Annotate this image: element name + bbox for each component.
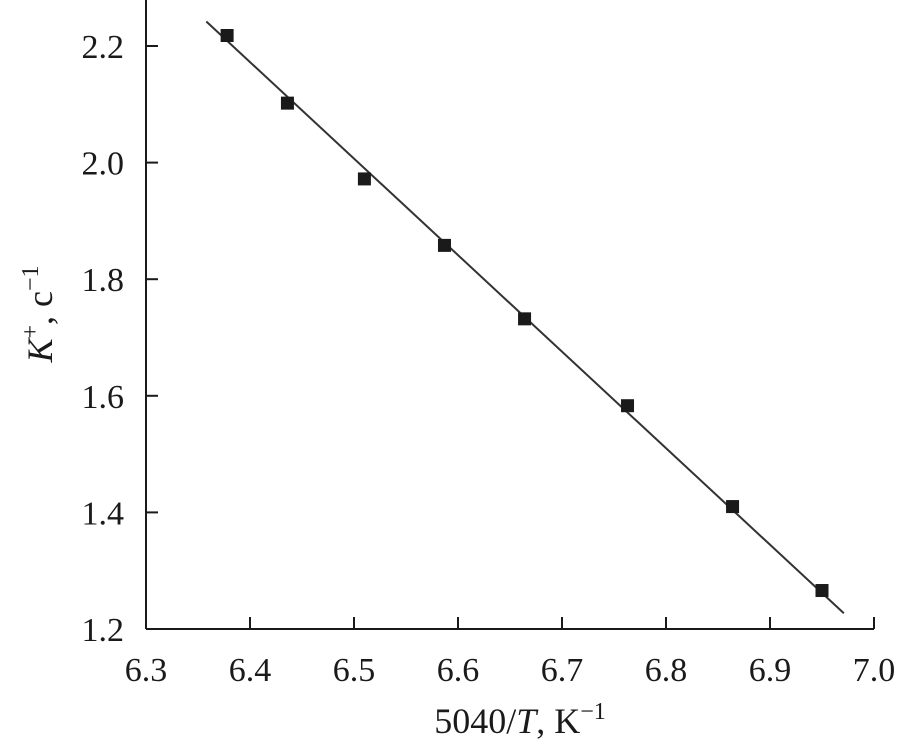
x-axis: 6.3 6.4 6.5 6.6 6.7 6.8 6.9 7.0 <box>125 617 896 689</box>
x-tick-label: 7.0 <box>853 652 896 689</box>
data-point <box>437 238 451 252</box>
x-tick-label: 6.7 <box>541 652 584 689</box>
x-tick-label: 6.4 <box>229 652 272 689</box>
y-tick-label: 1.6 <box>82 379 125 416</box>
y-tick-label: 1.8 <box>82 262 125 299</box>
x-tick-label: 6.5 <box>333 652 376 689</box>
x-tick-label: 6.8 <box>645 652 688 689</box>
y-axis: 1.2 1.4 1.6 1.8 2.0 2.2 <box>82 0 158 649</box>
data-points <box>220 29 829 598</box>
x-ticks: 6.3 6.4 6.5 6.6 6.7 6.8 6.9 7.0 <box>125 617 896 689</box>
data-point <box>726 500 740 514</box>
y-axis-title: K+, c−1 <box>18 265 60 363</box>
y-tick-label: 1.2 <box>82 612 125 649</box>
y-tick-label: 2.0 <box>82 146 125 183</box>
y-tick-label: 2.2 <box>82 29 125 66</box>
x-tick-label: 6.6 <box>437 652 480 689</box>
data-point <box>280 96 294 110</box>
data-point <box>220 29 234 43</box>
data-point <box>518 312 532 326</box>
data-point <box>621 399 635 413</box>
data-point <box>357 172 371 186</box>
y-ticks: 1.2 1.4 1.6 1.8 2.0 2.2 <box>82 29 158 649</box>
y-tick-label: 1.4 <box>82 495 125 532</box>
data-point <box>815 584 829 598</box>
x-tick-label: 6.9 <box>749 652 792 689</box>
x-axis-title: 5040/T, K−1 <box>434 699 606 741</box>
x-tick-label: 6.3 <box>125 652 168 689</box>
